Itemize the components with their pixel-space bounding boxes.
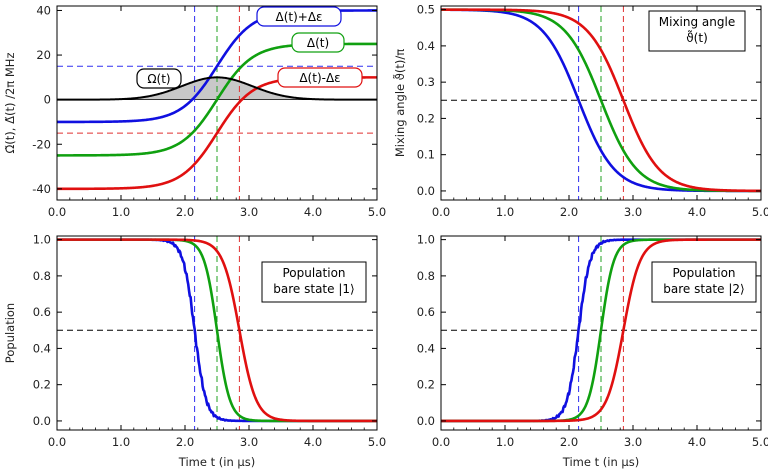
y-tick-label: 1.0 [33, 233, 51, 247]
y-tick-label: 0.2 [417, 378, 435, 392]
x-tick-label: 3.0 [624, 205, 642, 219]
y-tick-label: 0.8 [33, 269, 51, 283]
annotation-text: Population [672, 266, 735, 280]
x-tick-label: 4.0 [304, 205, 322, 219]
x-axis-title: Time t (in μs) [178, 455, 255, 469]
y-tick-label: -40 [32, 182, 51, 196]
x-tick-label: 3.0 [624, 435, 642, 449]
series-label-box [256, 6, 342, 27]
y-tick-label: 0.2 [417, 111, 435, 125]
annotation-text: Mixing angle [659, 15, 735, 29]
x-tick-label: 1.0 [496, 205, 514, 219]
series-label: Ω(t) [147, 72, 170, 86]
series-label-box [277, 67, 363, 88]
panel-population-state-1: 0.0 1.0 2.0 3.0 4.0 5.0 0.0 0.2 0.4 0.6 0.8 1.0 Popu… [3, 233, 386, 469]
plot-frame [440, 5, 762, 201]
series-line--t- [57, 76, 377, 101]
annotation-box [651, 261, 757, 303]
x-tick-label: 3.0 [240, 205, 258, 219]
y-tick-label: 0.6 [417, 305, 435, 319]
y-tick-label: 20 [36, 48, 51, 62]
annotation-text: bare state |2⟩ [663, 282, 744, 296]
y-axis-title: Population [3, 303, 17, 363]
x-tick-label: 0.0 [48, 205, 66, 219]
series-label: Δ(t)+Δε [275, 10, 322, 24]
y-tick-label: 0.0 [33, 414, 51, 428]
series-label: Δ(t)-Δε [299, 71, 340, 85]
panel-population-state-2: 0.0 1.0 2.0 3.0 4.0 5.0 0.0 0.2 0.4 0.6 0.8 1.0 Time… [417, 233, 768, 469]
series-line-2 [441, 238, 761, 423]
x-tick-label: 2.0 [176, 205, 194, 219]
y-axis-title: Ω̃(t), Δ̃(t) /2π MHz [3, 53, 17, 154]
annotation-box [648, 10, 746, 52]
y-tick-label: 0.2 [33, 378, 51, 392]
annotation-text: ϑ̃(t) [686, 30, 708, 45]
annotation-text: Population [282, 266, 345, 280]
x-tick-label: 1.0 [496, 435, 514, 449]
series-label-box [291, 32, 345, 53]
y-tick-label: 0.5 [417, 3, 435, 17]
annotation-text: bare state |1⟩ [273, 282, 354, 296]
plot-frame [56, 235, 378, 431]
x-tick-label: 5.0 [368, 435, 386, 449]
x-tick-label: 3.0 [240, 435, 258, 449]
y-tick-label: 40 [36, 3, 51, 17]
x-tick-label: 2.0 [560, 435, 578, 449]
series-label: Δ(t) [307, 36, 329, 50]
y-tick-label: 0.0 [417, 414, 435, 428]
x-tick-label: 4.0 [688, 205, 706, 219]
series-line-2 [57, 238, 377, 423]
x-tick-label: 5.0 [368, 205, 386, 219]
y-tick-label: 0.6 [33, 305, 51, 319]
y-tick-label: 0.4 [417, 341, 435, 355]
x-tick-label: 4.0 [304, 435, 322, 449]
y-tick-label: 0.8 [417, 269, 435, 283]
x-tick-label: 0.0 [432, 435, 450, 449]
x-tick-label: 2.0 [176, 435, 194, 449]
y-axis-title: Mixing angle ϑ̃(t)/π [392, 49, 407, 157]
plot-frame [440, 235, 762, 431]
y-tick-label: 0.4 [33, 341, 51, 355]
x-tick-label: 1.0 [112, 205, 130, 219]
series-label-box [136, 68, 182, 89]
y-tick-label: 0.0 [417, 184, 435, 198]
y-tick-label: 0.4 [417, 39, 435, 53]
panel-mixing-angle: 0.0 1.0 2.0 3.0 4.0 5.0 0.0 0.1 0.2 0.3 0.4 0.5 Mixi… [392, 3, 768, 219]
x-tick-label: 2.0 [560, 205, 578, 219]
plot-frame [56, 5, 378, 201]
x-tick-label: 0.0 [432, 205, 450, 219]
x-tick-label: 0.0 [48, 435, 66, 449]
x-tick-label: 5.0 [752, 435, 768, 449]
y-tick-label: 0.1 [417, 148, 435, 162]
panel-detuning-rabi: 0.0 1.0 2.0 3.0 4.0 5.0 -40 -20 0 20 40 Ω̃(t), Δ̃(t… [3, 3, 386, 219]
x-tick-label: 5.0 [752, 205, 768, 219]
y-tick-label: 0 [44, 93, 51, 107]
series-line-2 [441, 8, 761, 193]
x-tick-label: 4.0 [688, 435, 706, 449]
x-axis-title: Time t (in μs) [562, 455, 639, 469]
annotation-box [261, 261, 367, 303]
x-tick-label: 1.0 [112, 435, 130, 449]
y-tick-label: -20 [32, 137, 51, 151]
y-tick-label: 1.0 [417, 233, 435, 247]
y-tick-label: 0.3 [417, 75, 435, 89]
